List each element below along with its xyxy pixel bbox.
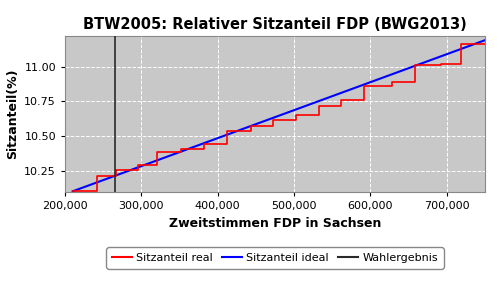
Legend: Sitzanteil real, Sitzanteil ideal, Wahlergebnis: Sitzanteil real, Sitzanteil ideal, Wahle… bbox=[106, 248, 444, 268]
X-axis label: Zweitstimmen FDP in Sachsen: Zweitstimmen FDP in Sachsen bbox=[169, 217, 381, 230]
Y-axis label: Sitzanteil(%): Sitzanteil(%) bbox=[6, 69, 18, 159]
Title: BTW2005: Relativer Sitzanteil FDP (BWG2013): BTW2005: Relativer Sitzanteil FDP (BWG20… bbox=[83, 17, 467, 32]
